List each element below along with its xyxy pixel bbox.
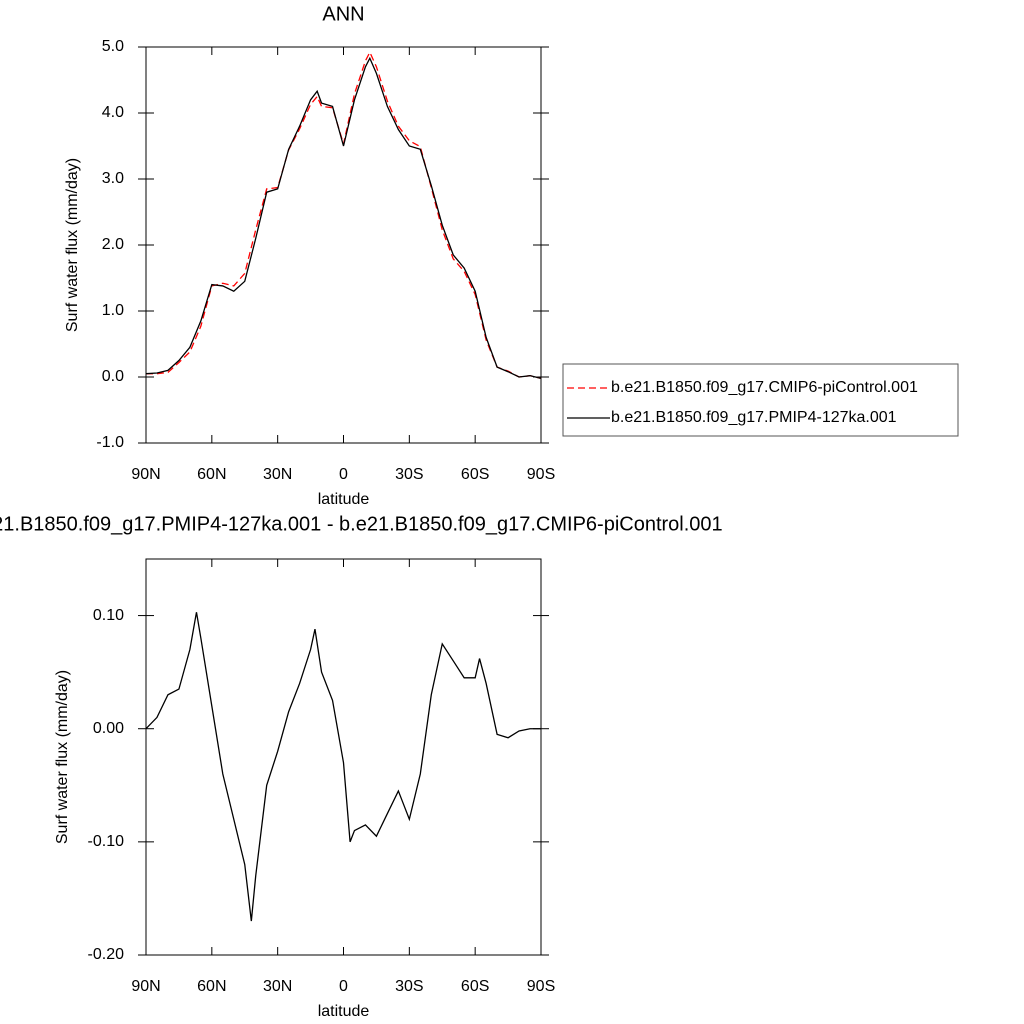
x-tick-label: 30S xyxy=(395,466,423,483)
y-tick-label: 5.0 xyxy=(102,38,124,55)
y-tick-label: -0.20 xyxy=(88,946,125,963)
data-line xyxy=(145,56,542,379)
y-tick-label: -0.10 xyxy=(88,833,125,850)
y-tick-label: 3.0 xyxy=(102,170,124,187)
legend-label: b.e21.B1850.f09_g17.PMIP4-127ka.001 xyxy=(611,409,897,426)
y-axis-label: Surf water flux (mm/day) xyxy=(54,670,71,844)
legend-label: b.e21.B1850.f09_g17.CMIP6-piControl.001 xyxy=(611,379,918,396)
y-tick-label: 0.00 xyxy=(93,720,124,737)
y-tick-label: 0.0 xyxy=(102,368,124,385)
x-tick-label: 90S xyxy=(527,466,555,483)
x-tick-label: 90N xyxy=(131,978,160,995)
x-tick-label: 0 xyxy=(339,978,348,995)
x-tick-label: 60N xyxy=(197,978,226,995)
x-tick-label: 60N xyxy=(197,466,226,483)
x-tick-label: 30N xyxy=(263,978,292,995)
y-axis-label: Surf water flux (mm/day) xyxy=(64,158,81,332)
y-tick-label: 4.0 xyxy=(102,104,124,121)
data-line xyxy=(146,50,542,379)
plot-frame xyxy=(145,558,542,956)
x-tick-label: 60S xyxy=(461,466,489,483)
x-axis-label: latitude xyxy=(318,491,370,508)
plot-frame xyxy=(145,46,542,444)
x-axis-label: latitude xyxy=(318,1003,370,1020)
data-line xyxy=(145,612,541,922)
y-tick-label: 0.10 xyxy=(93,607,124,624)
x-tick-label: 60S xyxy=(461,978,489,995)
x-tick-label: 90S xyxy=(527,978,555,995)
x-tick-label: 0 xyxy=(339,466,348,483)
x-tick-label: 30S xyxy=(395,978,423,995)
y-tick-label: 1.0 xyxy=(102,302,124,319)
chart-title: b.e21.B1850.f09_g17.PMIP4-127ka.001 - b.… xyxy=(0,513,723,535)
x-tick-label: 30N xyxy=(263,466,292,483)
y-tick-label: -1.0 xyxy=(96,434,124,451)
legend-box xyxy=(562,363,959,437)
y-tick-label: 2.0 xyxy=(102,236,124,253)
x-tick-label: 90N xyxy=(131,466,160,483)
chart-title: ANN xyxy=(322,3,364,25)
